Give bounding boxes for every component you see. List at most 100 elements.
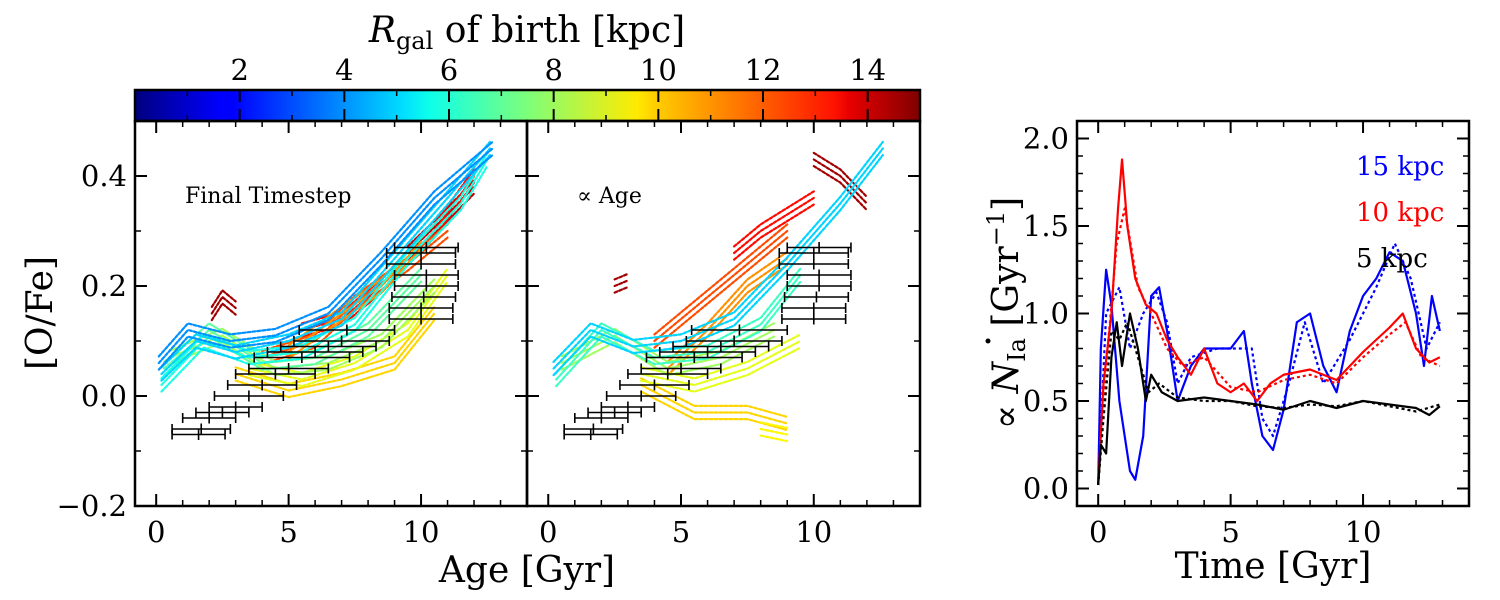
scatter-track bbox=[812, 165, 868, 212]
scatter-track bbox=[613, 286, 630, 294]
scatter-track bbox=[157, 154, 494, 371]
x-tick-label: 5 bbox=[672, 515, 690, 549]
errorbar bbox=[786, 280, 852, 292]
scatter-track bbox=[653, 236, 789, 349]
scatter-track bbox=[157, 140, 494, 358]
scatter-track bbox=[210, 295, 237, 315]
errorbar bbox=[786, 242, 852, 253]
errorbar bbox=[778, 247, 850, 259]
y-tick-label: 0.2 bbox=[81, 269, 127, 303]
errorbar bbox=[690, 324, 789, 336]
errorbar bbox=[563, 423, 624, 435]
series-line bbox=[1097, 242, 1441, 486]
errorbar bbox=[563, 429, 619, 440]
y-tick-label: 1.5 bbox=[1023, 209, 1069, 243]
errorbar bbox=[181, 412, 237, 424]
errorbar bbox=[208, 401, 263, 413]
colorbar-tick-label: 4 bbox=[335, 53, 353, 87]
scatter-track bbox=[160, 154, 492, 382]
series-line bbox=[1097, 312, 1441, 486]
scatter-track bbox=[733, 196, 815, 255]
colorbar-tick-label: 6 bbox=[440, 53, 458, 87]
y-tick-label: 1.0 bbox=[1023, 297, 1069, 331]
right-ylabel: ∝ NIa [Gyr−1] bbox=[982, 197, 1031, 429]
x-tick-label: 0 bbox=[539, 515, 557, 549]
colorbar: Rgal of birth [kpc] 2 4 6 8 10 12 14 bbox=[133, 10, 922, 123]
series-line bbox=[1097, 251, 1441, 486]
y-tick-label: −0.2 bbox=[57, 489, 127, 523]
panel2-annotation: ∝ Age bbox=[577, 184, 642, 209]
x-tick-label: 5 bbox=[1221, 515, 1239, 549]
scatter-track bbox=[613, 279, 630, 288]
y-tick-label: 0.0 bbox=[1023, 472, 1069, 506]
scatter-track bbox=[157, 147, 494, 365]
errorbar bbox=[573, 412, 629, 424]
svg-text:∝ NIa [Gyr−1]: ∝ NIa [Gyr−1] bbox=[982, 197, 1031, 429]
errorbar bbox=[248, 363, 330, 374]
colorbar-title: Rgal of birth [kpc] bbox=[368, 10, 685, 55]
ndot-marker bbox=[985, 338, 991, 344]
errorbar bbox=[385, 258, 457, 270]
scatter-track bbox=[812, 158, 868, 205]
errorbar bbox=[619, 379, 690, 391]
errorbar bbox=[388, 313, 454, 325]
panel3-legend: 15 kpc 10 kpc 5 kpc bbox=[1356, 152, 1444, 274]
errorbar bbox=[658, 346, 757, 358]
series-line bbox=[1097, 321, 1441, 486]
errorbar bbox=[388, 302, 454, 314]
x-tick-label: 10 bbox=[403, 515, 440, 549]
errorbar bbox=[781, 302, 847, 314]
panel1-data bbox=[157, 140, 494, 440]
errorbar bbox=[171, 423, 232, 435]
errorbar bbox=[685, 335, 783, 347]
errorbar bbox=[391, 291, 457, 303]
x-tick-label: 10 bbox=[795, 515, 832, 549]
errorbar bbox=[393, 242, 459, 253]
panel2-data bbox=[552, 140, 884, 443]
legend-entry: 15 kpc bbox=[1356, 152, 1444, 182]
colorbar-tick-label: 8 bbox=[544, 53, 562, 87]
colorbar-tick-label: 2 bbox=[230, 53, 248, 87]
errorbar bbox=[778, 258, 850, 270]
panel2-ticks: 0 5 10 bbox=[527, 121, 920, 549]
left-xlabel: Age [Gyr] bbox=[438, 550, 615, 591]
panel-final-timestep: 0 5 10 −0.2 0.0 0.2 0.4 Final Timestep bbox=[57, 119, 529, 549]
scatter-track bbox=[640, 377, 789, 418]
errorbar bbox=[645, 352, 743, 363]
panel2-frame bbox=[525, 119, 922, 508]
scatter-track bbox=[210, 302, 237, 322]
y-tick-label: 2.0 bbox=[1023, 122, 1069, 156]
y-tick-label: 0.0 bbox=[81, 379, 127, 413]
errorbar bbox=[213, 390, 285, 402]
scatter-track bbox=[759, 434, 789, 443]
errorbar bbox=[672, 341, 770, 352]
errorbar bbox=[627, 368, 709, 380]
y-tick-label: 0.4 bbox=[81, 159, 127, 193]
errorbar bbox=[253, 352, 351, 363]
scatter-track bbox=[653, 229, 789, 343]
legend-entry: 10 kpc bbox=[1356, 198, 1444, 228]
right-xlabel: Time [Gyr] bbox=[1175, 546, 1372, 587]
scatter-track bbox=[640, 383, 789, 425]
errorbar bbox=[786, 269, 852, 281]
x-tick-label: 5 bbox=[279, 515, 297, 549]
colorbar-tick-label: 14 bbox=[849, 53, 886, 87]
panel3-ticks: 0 5 10 0.0 0.5 1.0 1.5 2.0 bbox=[1023, 121, 1469, 549]
colorbar-tick-label: 12 bbox=[745, 53, 782, 87]
colorbar-tick-label: 10 bbox=[640, 53, 677, 87]
panel1-ticks: 0 5 10 −0.2 0.0 0.2 0.4 bbox=[57, 121, 527, 549]
errorbar bbox=[385, 247, 457, 259]
scatter-track bbox=[555, 280, 802, 388]
scatter-track bbox=[733, 190, 815, 248]
scatter-track bbox=[210, 289, 237, 308]
scatter-track bbox=[640, 346, 802, 393]
series-line bbox=[1097, 207, 1441, 486]
scatter-track bbox=[234, 319, 436, 399]
errorbar bbox=[640, 363, 722, 374]
errorbar bbox=[600, 401, 656, 413]
y-tick-label: 0.5 bbox=[1023, 384, 1069, 418]
panel1-annotation: Final Timestep bbox=[185, 184, 351, 209]
scatter-track bbox=[552, 140, 884, 363]
errorbar bbox=[171, 429, 226, 440]
